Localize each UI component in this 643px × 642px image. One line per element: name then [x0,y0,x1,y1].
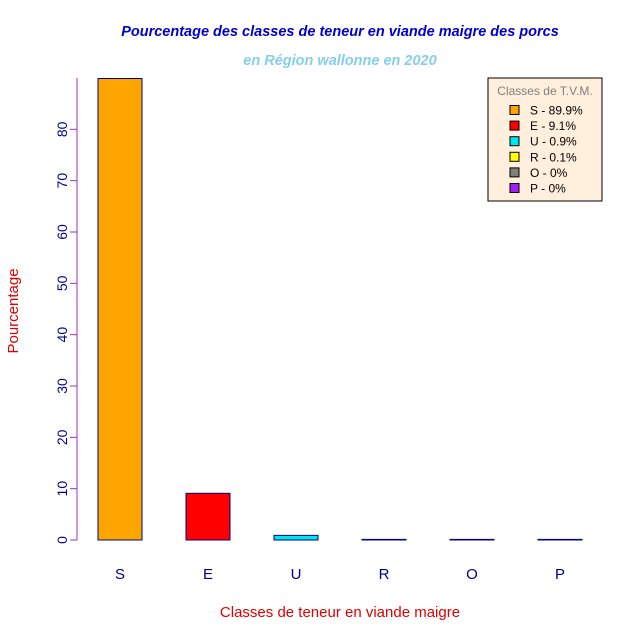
y-tick-label: 80 [54,121,70,137]
legend: Classes de T.V.M. S - 89.9%E - 9.1% U - 0… [487,77,603,202]
legend-entry: S - 89.9% [530,104,583,118]
legend-swatch [509,183,520,193]
legend-swatch [509,151,520,162]
legend-entry: P - 0% [530,182,566,196]
x-tick-label: E [203,566,213,583]
y-axis-ticks: 0 10 20 30 40 50 60 70 80 [54,121,77,544]
y-tick-label: 0 [54,536,70,544]
legend-swatch [509,136,520,147]
bars [97,78,583,541]
x-axis-label: Classes de teneur en viande maigre [220,604,460,621]
y-tick-label: 40 [54,327,70,343]
legend-entry: U - 0.9% [530,135,577,149]
legend-entry: R - 0.1% [530,150,577,164]
legend-entry: O - 0% [530,166,568,180]
y-tick-label: 50 [54,275,70,291]
chart-title: Pourcentage des classes de teneur en via… [121,24,559,40]
y-tick-label: 70 [54,173,70,189]
x-tick-label: R [379,566,390,583]
legend-swatch [509,120,520,131]
bar-o [449,538,495,541]
x-tick-label: U [291,566,302,583]
chart-subtitle: en Région wallonne en 2020 [243,53,436,69]
bar-u [273,534,319,541]
legend-box [487,77,603,202]
bar-p [537,538,583,541]
y-tick-label: 10 [54,481,70,497]
legend-swatch [509,167,520,178]
legend-title: Classes de T.V.M. [497,84,592,98]
legend-items: S - 89.9%E - 9.1% U - 0.9%R - 0.1% O - 0% P… [509,104,583,196]
y-axis-label: Pourcentage [5,268,22,353]
y-tick-label: 20 [54,429,70,445]
bar-r [361,538,407,541]
x-tick-label: O [466,566,478,583]
legend-swatch [509,105,520,115]
y-tick-label: 60 [54,224,70,240]
bar-e [185,492,231,541]
y-tick-label: 30 [54,378,70,394]
x-tick-label: S [115,566,125,583]
x-tick-label: P [555,566,565,583]
legend-entry: E - 9.1% [530,119,576,133]
bar-s [97,78,143,541]
